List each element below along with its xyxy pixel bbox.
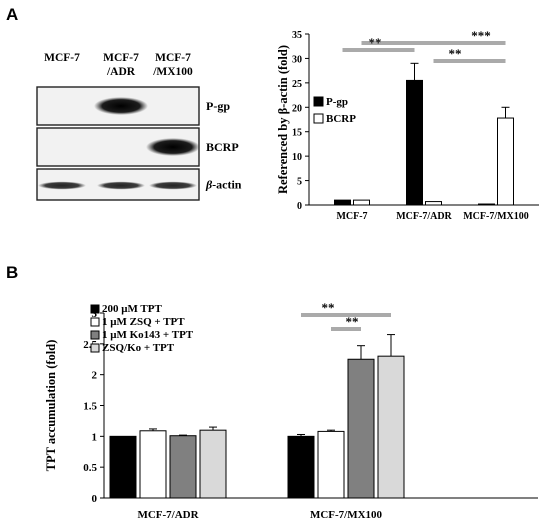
y-tick-label: 0 xyxy=(297,201,302,212)
y-tick-label: 25 xyxy=(292,79,302,90)
panel-a-letter: A xyxy=(6,5,18,24)
significance-label: ** xyxy=(449,46,462,61)
x-category-label: MCF-7/MX100 xyxy=(310,509,383,521)
legend-swatch xyxy=(313,96,324,107)
legend-swatch xyxy=(90,330,100,340)
panel-b-letter: B xyxy=(6,263,18,282)
legend-label: P-gp xyxy=(326,96,348,108)
blot-row-label: β-actin xyxy=(205,178,242,192)
bar xyxy=(406,79,423,206)
bar xyxy=(377,355,405,499)
bar xyxy=(287,435,315,499)
bar xyxy=(478,203,495,206)
significance-label: *** xyxy=(471,28,491,43)
y-tick-label: 35 xyxy=(292,30,302,41)
bar xyxy=(199,429,227,499)
legend-swatch xyxy=(90,304,100,314)
y-axis-label: Referenced by β-actin (fold) xyxy=(276,45,290,194)
x-category-label: MCF-7/ADR xyxy=(137,509,199,521)
blot-band xyxy=(94,97,148,115)
legend-swatch xyxy=(90,343,100,353)
significance-label: ** xyxy=(346,314,359,329)
bar xyxy=(353,199,370,206)
x-category-label: MCF-7/MX100 xyxy=(463,211,529,222)
y-tick-label: 0.5 xyxy=(83,462,97,474)
bar xyxy=(139,430,167,499)
y-tick-label: 3 xyxy=(92,308,98,320)
legend-swatch xyxy=(90,317,100,327)
y-tick-label: 5 xyxy=(297,177,302,188)
y-tick-label: 0 xyxy=(92,493,98,505)
blot-lane-label: /MX100 xyxy=(152,66,193,78)
blot-band xyxy=(97,181,145,190)
legend-label: ZSQ/Ko + TPT xyxy=(102,342,175,354)
bar xyxy=(169,435,197,499)
y-tick-label: 30 xyxy=(292,54,302,65)
bar xyxy=(497,117,514,206)
blot-band xyxy=(146,138,200,156)
blot-lane-label: MCF-7 xyxy=(155,52,191,64)
blot-lane-label: /ADR xyxy=(106,66,136,78)
legend-label: BCRP xyxy=(326,113,356,125)
bar xyxy=(334,199,351,206)
western-blot: MCF-7 MCF-7/ADR MCF-7/MX100 P-gp BCRP β-actin xyxy=(36,52,242,201)
legend-label: 1 μM Ko143 + TPT xyxy=(102,329,194,341)
y-axis-label: TPT accumulation (fold) xyxy=(44,340,58,472)
y-tick-label: 1 xyxy=(92,431,98,443)
blot-lane-label: MCF-7 xyxy=(44,52,80,64)
blot-row-label: P-gp xyxy=(206,99,230,113)
y-tick-label: 2 xyxy=(92,370,98,382)
legend-label: 200 μM TPT xyxy=(102,303,162,315)
x-category-label: MCF-7 xyxy=(336,211,367,222)
blot-band xyxy=(38,181,86,190)
significance-label: ** xyxy=(322,300,335,315)
blot-row-label: BCRP xyxy=(206,140,239,154)
bar xyxy=(317,430,345,499)
y-tick-label: 10 xyxy=(292,152,302,163)
bar xyxy=(347,358,375,499)
y-tick-label: 15 xyxy=(292,128,302,139)
y-tick-label: 1.5 xyxy=(83,401,97,413)
legend-label: 1 μM ZSQ + TPT xyxy=(102,316,185,328)
x-category-label: MCF-7/ADR xyxy=(396,211,452,222)
blot-band xyxy=(149,181,197,190)
bar xyxy=(425,201,442,206)
legend-swatch xyxy=(313,113,324,124)
y-tick-label: 20 xyxy=(292,103,302,114)
bar xyxy=(109,435,137,499)
blot-lane-label: MCF-7 xyxy=(103,52,139,64)
